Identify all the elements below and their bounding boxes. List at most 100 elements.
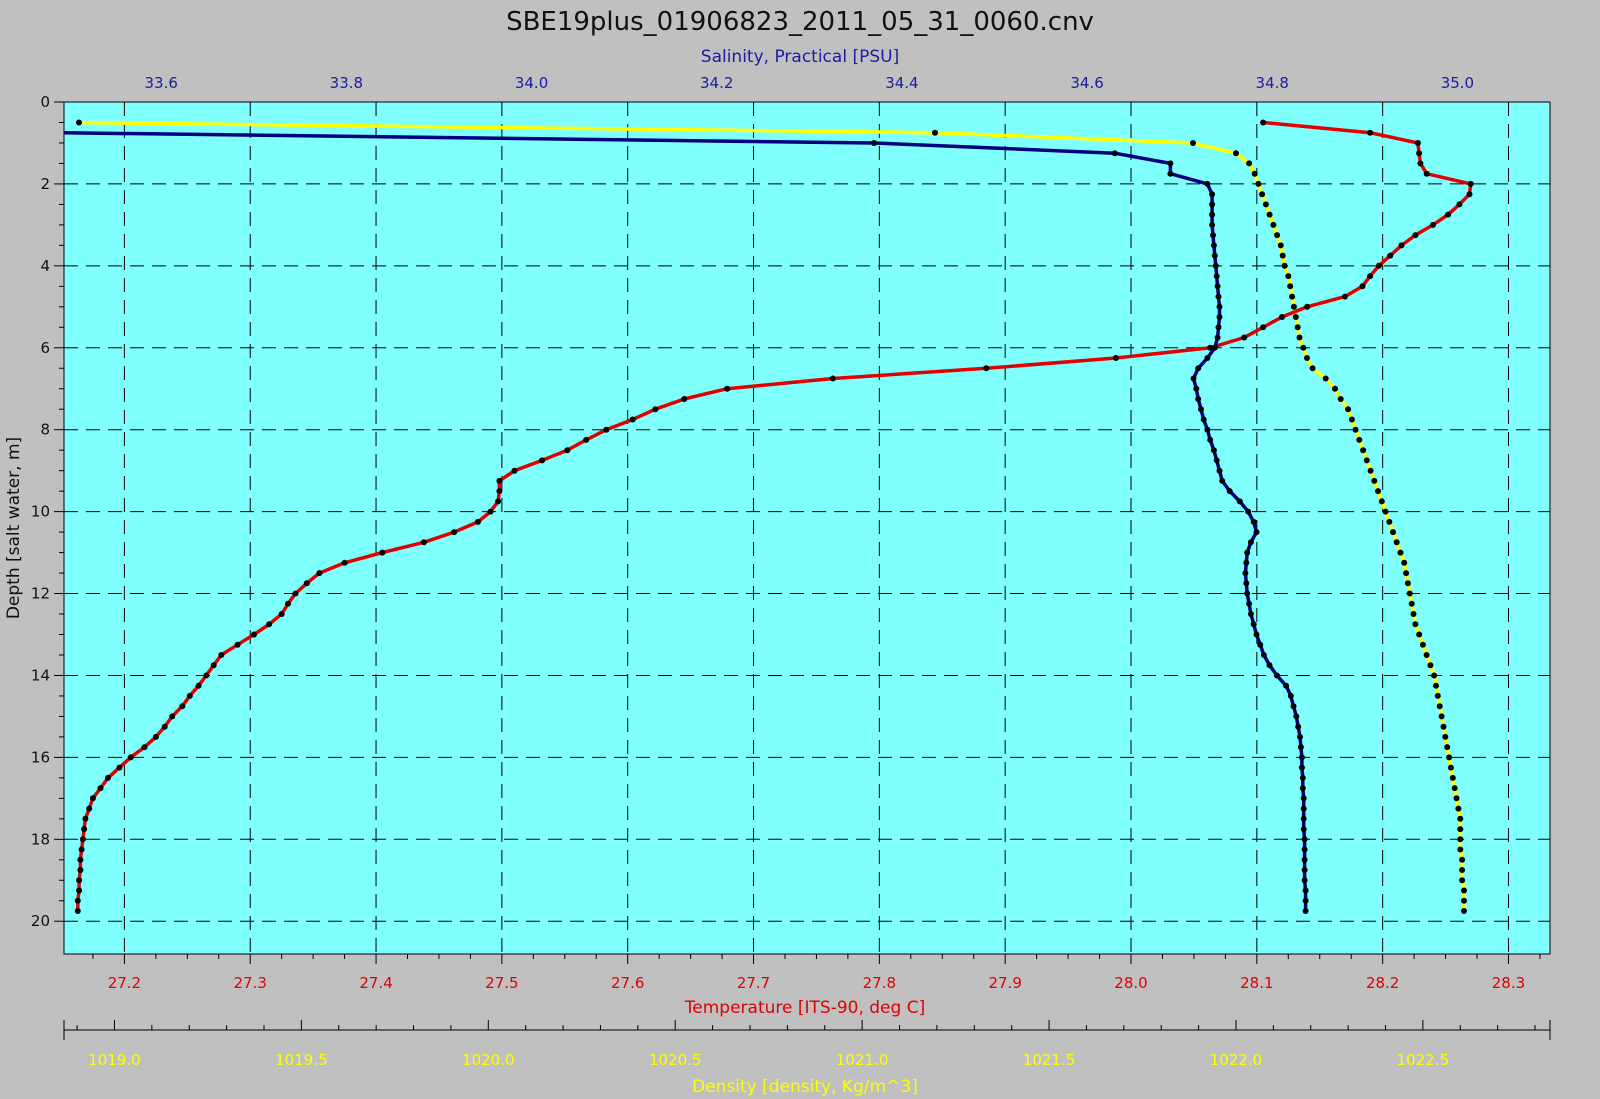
- salinity-axis: 33.6 33.8 34.0 34.2 34.4 34.6 34.8 35.0: [145, 74, 1475, 92]
- density-point-39: [1386, 518, 1393, 525]
- temperature-point-2: [1414, 140, 1421, 146]
- density-tick-label: 1021.5: [1023, 1051, 1076, 1069]
- salinity-point-0: [56, 130, 62, 136]
- temperature-point-1: [1367, 129, 1374, 136]
- density-point-12: [1277, 242, 1284, 249]
- temperature-point-13: [1387, 252, 1394, 259]
- temperature-tick-label: 27.4: [359, 974, 392, 992]
- temperature-point-65: [97, 785, 104, 792]
- salinity-point-40: [1247, 539, 1254, 546]
- density-point-29: [1348, 416, 1355, 423]
- density-point-59: [1440, 723, 1447, 730]
- density-point-22: [1300, 344, 1307, 351]
- density-tick-label: 1021.0: [836, 1051, 889, 1069]
- density-point-67: [1455, 805, 1462, 812]
- temperature-point-44: [316, 570, 323, 577]
- depth-tick-label: 20: [31, 912, 50, 930]
- density-point-50: [1416, 631, 1423, 638]
- salinity-point-46: [1246, 600, 1253, 607]
- density-point-5: [1251, 170, 1258, 177]
- depth-tick-label: 18: [31, 830, 50, 848]
- density-point-71: [1457, 846, 1464, 853]
- temperature-point-7: [1466, 191, 1473, 198]
- temperature-tick-label: 28.0: [1114, 974, 1147, 992]
- density-tick-label: 1019.5: [275, 1051, 328, 1069]
- salinity-point-4: [1167, 170, 1174, 177]
- salinity-point-63: [1299, 774, 1306, 781]
- salinity-point-62: [1298, 764, 1305, 771]
- temperature-point-37: [495, 498, 502, 505]
- temperature-point-49: [266, 621, 273, 628]
- density-point-8: [1262, 201, 1269, 208]
- density-point-28: [1345, 406, 1352, 413]
- temperature-point-20: [1260, 324, 1267, 331]
- density-point-10: [1270, 221, 1277, 228]
- density-point-21: [1296, 334, 1303, 341]
- salinity-point-30: [1207, 436, 1214, 443]
- salinity-tick-label: 34.2: [700, 74, 733, 92]
- density-point-6: [1255, 180, 1262, 187]
- salinity-point-67: [1300, 815, 1307, 822]
- salinity-point-36: [1236, 498, 1243, 505]
- salinity-point-54: [1283, 682, 1290, 689]
- density-tick-label: 1020.0: [462, 1051, 515, 1069]
- temperature-point-54: [203, 672, 210, 679]
- salinity-point-53: [1273, 672, 1280, 679]
- temperature-point-74: [76, 877, 83, 884]
- salinity-series: [56, 130, 1309, 914]
- density-point-3: [1233, 150, 1239, 157]
- temperature-point-50: [251, 631, 257, 638]
- temperature-point-32: [564, 447, 571, 454]
- salinity-tick-label: 34.0: [515, 74, 548, 92]
- salinity-point-68: [1300, 826, 1307, 833]
- density-point-77: [1461, 908, 1467, 914]
- temperature-point-35: [496, 477, 503, 484]
- depth-tick-label: 4: [40, 257, 50, 275]
- temperature-point-48: [278, 611, 285, 617]
- temperature-tick-label: 27.8: [863, 974, 896, 992]
- salinity-point-24: [1190, 375, 1197, 382]
- density-point-11: [1274, 232, 1281, 239]
- temperature-point-25: [829, 375, 836, 382]
- density-tick-label: 1022.0: [1210, 1051, 1263, 1069]
- temperature-tick-label: 28.2: [1366, 974, 1399, 992]
- density-point-14: [1281, 262, 1288, 269]
- depth-tick-label: 12: [31, 585, 50, 603]
- temperature-point-27: [681, 396, 688, 402]
- temperature-point-67: [86, 805, 93, 812]
- salinity-point-61: [1298, 754, 1305, 761]
- salinity-point-33: [1216, 467, 1223, 474]
- density-point-49: [1412, 621, 1419, 628]
- density-point-60: [1442, 733, 1449, 740]
- temperature-axis: 27.2 27.3 27.4 27.5 27.6 27.7 27.8 27.9 28.0 28.1…: [92, 954, 1541, 992]
- density-axis-label: Density [density, Kg/m^3]: [692, 1077, 918, 1097]
- depth-tick-label: 2: [40, 175, 50, 193]
- salinity-tick-label: 35.0: [1441, 74, 1474, 92]
- plot-area: [63, 101, 1551, 955]
- salinity-point-25: [1193, 385, 1200, 392]
- series-layer: [56, 119, 1474, 914]
- salinity-tick-label: 34.6: [1070, 74, 1103, 92]
- depth-tick-label: 16: [31, 748, 50, 766]
- density-point-1: [932, 129, 938, 136]
- salinity-tick-label: 33.8: [330, 74, 363, 92]
- density-point-47: [1408, 600, 1415, 607]
- salinity-point-59: [1297, 733, 1303, 740]
- density-point-64: [1449, 774, 1456, 781]
- density-point-31: [1356, 436, 1363, 443]
- salinity-point-51: [1260, 652, 1267, 658]
- temperature-point-19: [1279, 314, 1285, 320]
- salinity-point-55: [1287, 692, 1294, 699]
- temperature-tick-label: 28.1: [1240, 974, 1273, 992]
- density-point-15: [1285, 273, 1292, 280]
- temperature-point-38: [487, 508, 494, 515]
- temperature-tick-label: 27.3: [234, 974, 267, 992]
- temperature-point-76: [74, 897, 81, 904]
- salinity-point-5: [1204, 180, 1211, 187]
- density-point-66: [1453, 795, 1460, 802]
- temperature-point-69: [81, 826, 88, 833]
- density-point-51: [1419, 641, 1426, 648]
- salinity-point-60: [1297, 744, 1304, 751]
- temperature-point-0: [1260, 119, 1267, 126]
